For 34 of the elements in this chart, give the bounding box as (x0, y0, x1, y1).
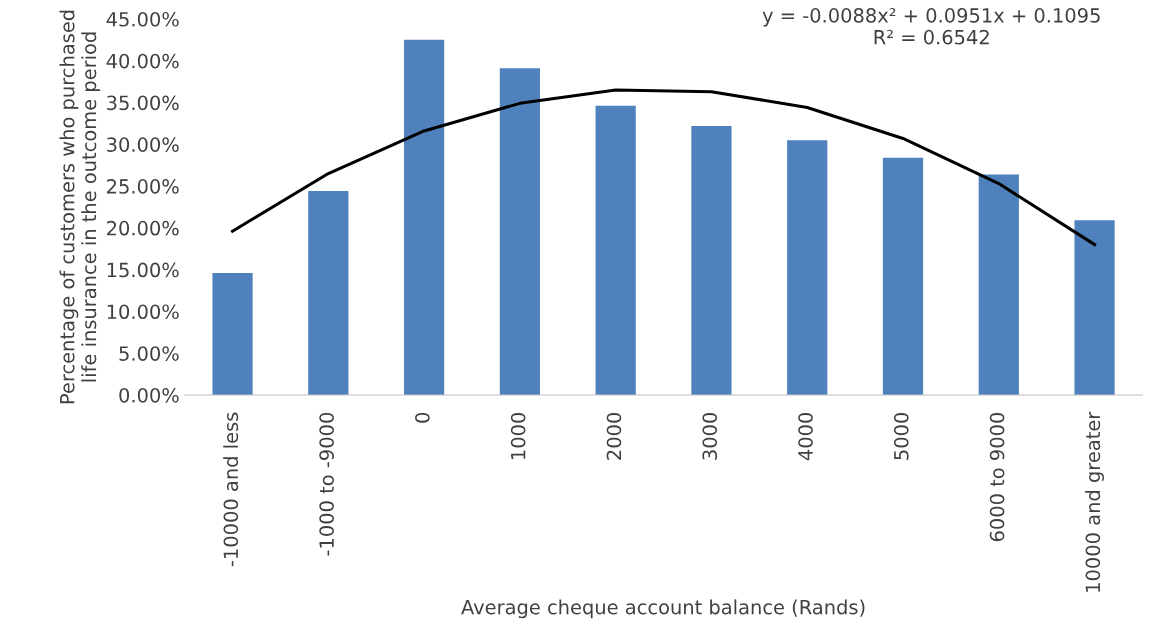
x-tick-label: 6000 to 9000 (989, 412, 1005, 542)
bar (1074, 220, 1115, 395)
x-tick-label: -10000 and less (223, 412, 239, 567)
y-tick-label: 45.00% (106, 11, 179, 27)
x-tick-label: -1000 to -9000 (319, 412, 334, 556)
x-tick-label: 2000 (606, 412, 622, 460)
x-tick-label: 4000 (798, 412, 813, 461)
bar (691, 125, 732, 395)
line-series (231, 88, 1097, 247)
bar (212, 273, 253, 395)
y-tick-label: 5.00% (119, 346, 179, 361)
x-tick-label: 0 (415, 412, 430, 423)
bar (978, 174, 1019, 395)
y-tick-label: 40.00% (106, 53, 179, 69)
bar (499, 68, 540, 395)
y-tick-label: 30.00% (107, 137, 179, 152)
y-tick-label: 0.00% (119, 387, 179, 403)
y-axis-title: Percentage of customers who purchased life insurance in the outcome period (59, 10, 101, 404)
bar (308, 191, 349, 395)
x-tick-label: 1000 (510, 412, 526, 460)
bar (403, 39, 445, 395)
y-tick-label: 20.00% (107, 220, 179, 236)
x-tick-label: 3000 (702, 412, 718, 460)
x-tick-label: 5000 (893, 412, 909, 460)
bar (787, 140, 828, 395)
bar (595, 105, 636, 395)
y-tick-label: 10.00% (107, 304, 179, 320)
bar (882, 157, 924, 395)
y-tick-label: 35.00% (107, 95, 179, 111)
annotation: y = -0.0088x² + 0.0951x + 0.1095 R² = 0.6542 (762, 8, 1100, 45)
x-tick-label: 10000 and greater (1085, 411, 1104, 592)
x-axis-title: Average cheque account balance (Rands) (461, 599, 865, 619)
y-tick-label: 15.00% (107, 262, 179, 278)
y-tick-label: 25.00% (107, 179, 179, 194)
